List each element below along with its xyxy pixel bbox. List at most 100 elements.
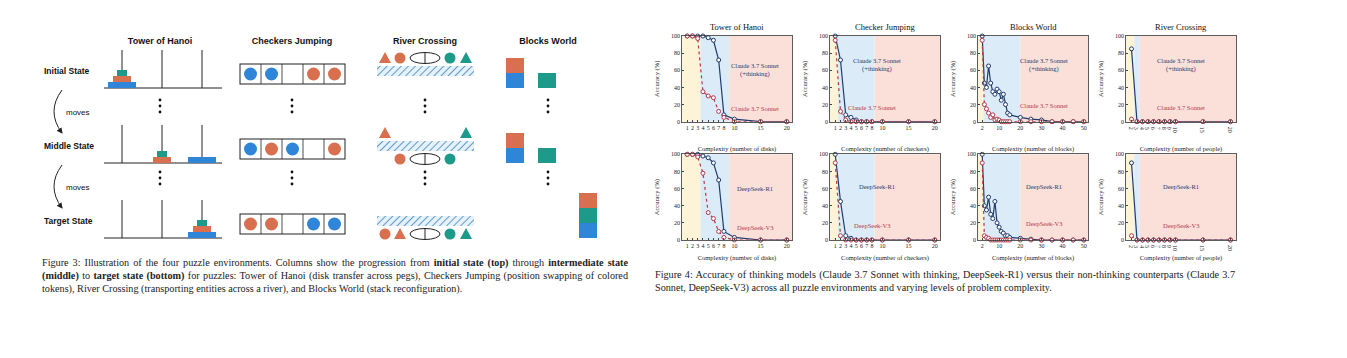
svg-text:Complexity (number of people): Complexity (number of people): [1140, 145, 1223, 153]
svg-text:Claude 3.7 Sonnet(+thinking): Claude 3.7 Sonnet(+thinking): [853, 57, 901, 73]
svg-text:20: 20: [1017, 243, 1023, 249]
svg-text:40: 40: [1060, 243, 1066, 249]
svg-text:20: 20: [674, 102, 680, 108]
svg-text:50: 50: [1081, 243, 1087, 249]
svg-text:0: 0: [1121, 237, 1124, 243]
svg-text:4: 4: [1139, 245, 1145, 248]
svg-text:1: 1: [686, 125, 689, 131]
svg-text:40: 40: [1118, 203, 1124, 209]
svg-text:100: 100: [819, 151, 828, 157]
svg-text:2: 2: [839, 243, 842, 249]
svg-text:DeepSeek-V3: DeepSeek-V3: [854, 222, 890, 229]
svg-text:6: 6: [712, 125, 715, 131]
svg-text:6: 6: [860, 125, 863, 131]
svg-text:20: 20: [822, 220, 828, 226]
svg-text:Complexity (number of disks): Complexity (number of disks): [698, 254, 777, 262]
svg-text:15: 15: [758, 125, 764, 131]
svg-text:50: 50: [1081, 125, 1087, 131]
svg-text:0: 0: [825, 119, 828, 125]
svg-text:River Crossing: River Crossing: [393, 36, 457, 46]
svg-text:10: 10: [996, 243, 1002, 249]
svg-text:Claude 3.7 Sonnet: Claude 3.7 Sonnet: [1157, 104, 1205, 111]
svg-text:Middle State: Middle State: [44, 141, 94, 151]
svg-text:DeepSeek-V3: DeepSeek-V3: [1026, 220, 1062, 227]
svg-text:80: 80: [1118, 169, 1124, 175]
svg-text:2: 2: [691, 125, 694, 131]
svg-text:40: 40: [822, 203, 828, 209]
svg-text:40: 40: [970, 203, 976, 209]
svg-text:8: 8: [1161, 127, 1167, 130]
svg-text:5: 5: [1144, 127, 1150, 130]
svg-text:DeepSeek-R1: DeepSeek-R1: [1026, 183, 1062, 190]
svg-text:Complexity (number of people): Complexity (number of people): [1140, 254, 1223, 262]
svg-text:40: 40: [1118, 85, 1124, 91]
svg-text:60: 60: [970, 186, 976, 192]
svg-text:1: 1: [834, 125, 837, 131]
svg-text:7: 7: [717, 125, 720, 131]
svg-text:20: 20: [970, 102, 976, 108]
svg-text:30: 30: [1038, 243, 1044, 249]
svg-text:0: 0: [973, 237, 976, 243]
svg-text:8: 8: [722, 125, 725, 131]
svg-text:9: 9: [1166, 127, 1172, 130]
svg-text:4: 4: [701, 125, 704, 131]
svg-text:20: 20: [822, 102, 828, 108]
svg-text:DeepSeek-R1: DeepSeek-R1: [1163, 183, 1199, 190]
svg-text:3: 3: [844, 125, 847, 131]
svg-text:3: 3: [696, 125, 699, 131]
svg-text:Accuracy (%): Accuracy (%): [653, 179, 661, 215]
svg-text:5: 5: [855, 243, 858, 249]
svg-text:80: 80: [970, 50, 976, 56]
svg-text:5: 5: [855, 125, 858, 131]
svg-text:4: 4: [701, 243, 704, 249]
svg-text:3: 3: [1133, 127, 1139, 130]
svg-text:3: 3: [844, 243, 847, 249]
svg-text:7: 7: [865, 125, 868, 131]
svg-text:60: 60: [674, 186, 680, 192]
svg-text:80: 80: [1118, 50, 1124, 56]
svg-text:Checkers Jumping: Checkers Jumping: [252, 36, 333, 46]
svg-text:Claude 3.7 Sonnet: Claude 3.7 Sonnet: [1020, 102, 1068, 109]
svg-text:5: 5: [707, 243, 710, 249]
svg-text:Accuracy (%): Accuracy (%): [1097, 179, 1105, 215]
svg-text:Complexity (number of disks): Complexity (number of disks): [698, 145, 777, 153]
svg-text:20: 20: [932, 243, 938, 249]
svg-text:7: 7: [1155, 245, 1161, 248]
svg-text:0: 0: [1121, 119, 1124, 125]
svg-text:Tower of Hanoi: Tower of Hanoi: [710, 22, 764, 32]
svg-text:4: 4: [1139, 127, 1145, 130]
svg-text:15: 15: [758, 243, 764, 249]
svg-text:6: 6: [712, 243, 715, 249]
svg-text:Accuracy (%): Accuracy (%): [801, 61, 809, 97]
svg-text:7: 7: [865, 243, 868, 249]
svg-text:15: 15: [906, 125, 912, 131]
svg-text:Target State: Target State: [44, 216, 93, 226]
svg-text:60: 60: [674, 67, 680, 73]
svg-text:60: 60: [822, 186, 828, 192]
svg-text:DeepSeek-V3: DeepSeek-V3: [1163, 222, 1199, 229]
svg-text:8: 8: [722, 243, 725, 249]
svg-text:8: 8: [870, 243, 873, 249]
svg-text:6: 6: [860, 243, 863, 249]
svg-text:DeepSeek-R1: DeepSeek-R1: [859, 183, 895, 190]
svg-text:100: 100: [967, 151, 976, 157]
svg-text:10: 10: [879, 243, 885, 249]
svg-text:3: 3: [1133, 245, 1139, 248]
svg-text:2: 2: [981, 243, 984, 249]
svg-text:20: 20: [932, 125, 938, 131]
svg-text:2: 2: [1128, 127, 1134, 130]
svg-text:2: 2: [981, 125, 984, 131]
svg-text:5: 5: [707, 125, 710, 131]
svg-text:Accuracy (%): Accuracy (%): [949, 61, 957, 97]
svg-text:Tower of Hanoi: Tower of Hanoi: [128, 36, 192, 46]
svg-text:20: 20: [784, 243, 790, 249]
svg-text:7: 7: [1155, 127, 1161, 130]
svg-text:Claude 3.7 Sonnet(+thinking): Claude 3.7 Sonnet(+thinking): [731, 62, 779, 78]
svg-text:Complexity (number of checkers: Complexity (number of checkers): [841, 145, 929, 153]
svg-text:40: 40: [674, 203, 680, 209]
svg-text:40: 40: [674, 85, 680, 91]
svg-text:River Crossing: River Crossing: [1155, 22, 1207, 32]
svg-text:20: 20: [970, 220, 976, 226]
svg-text:Blocks World: Blocks World: [519, 36, 576, 46]
svg-text:100: 100: [819, 33, 828, 39]
